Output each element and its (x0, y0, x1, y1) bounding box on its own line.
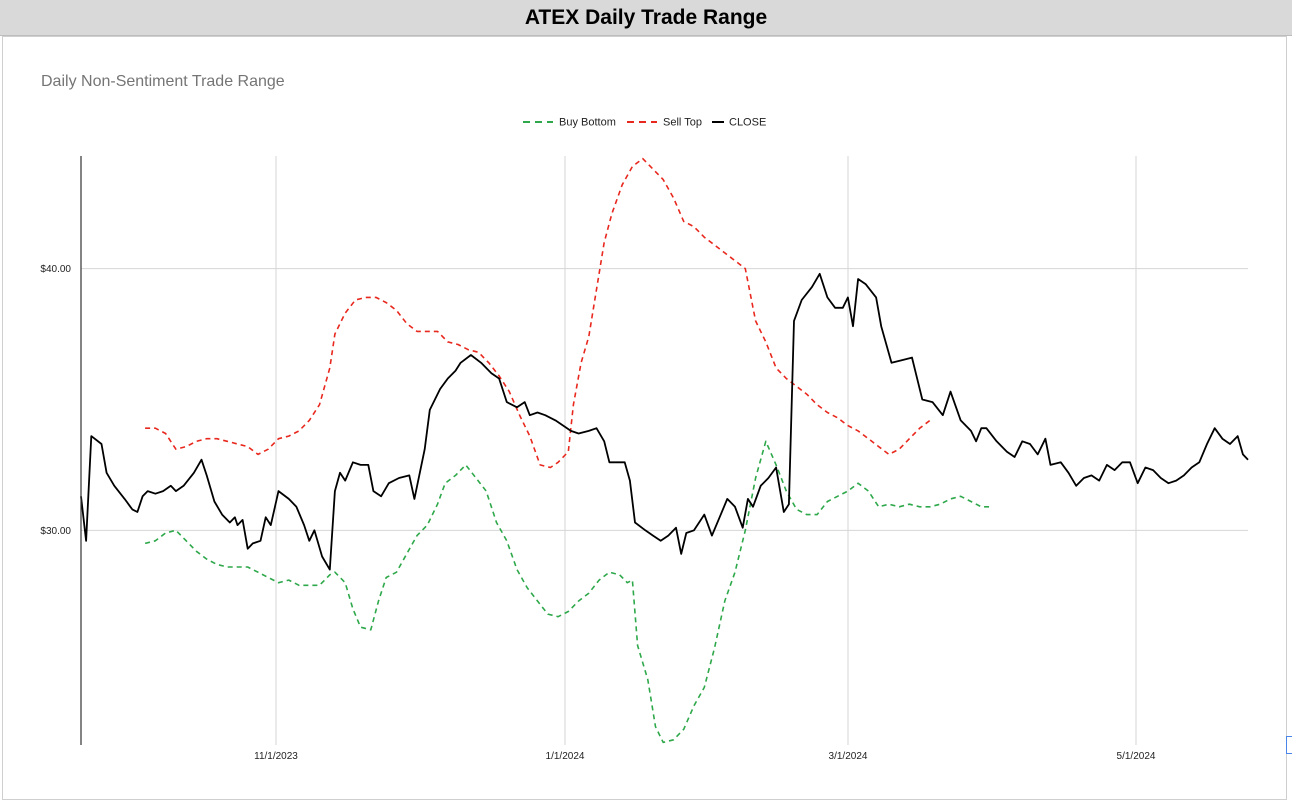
x-tick-label: 5/1/2024 (1117, 751, 1156, 762)
chart-frame (2, 36, 1287, 800)
window-title: ATEX Daily Trade Range (524, 5, 768, 29)
y-tick-label: $30.00 (40, 526, 71, 537)
series-line-sell-top (145, 157, 931, 469)
grid-lines: 11/1/2023 1/1/2024 3/1/2024 5/1/2024 $30.00 $… (40, 156, 1248, 762)
chart-title: Daily Non-Sentiment Trade Range (41, 73, 285, 90)
legend-label: Buy Bottom (559, 117, 616, 129)
legend-item: Sell Top (627, 117, 702, 129)
legend-item: CLOSE (712, 117, 766, 129)
legend-label: Sell Top (663, 117, 702, 129)
series-layer (80, 157, 1249, 744)
title-bar: ATEX Daily Trade Range (0, 0, 1292, 36)
cell-selection-edge (1286, 736, 1292, 754)
series-line-buy-bottom (144, 440, 992, 744)
legend-item: Buy Bottom (523, 117, 616, 129)
x-tick-label: 3/1/2024 (829, 751, 868, 762)
legend-label: CLOSE (729, 117, 766, 129)
y-tick-label: $40.00 (40, 264, 71, 275)
x-tick-label: 1/1/2024 (546, 751, 585, 762)
x-tick-label: 11/1/2023 (254, 751, 298, 762)
series-line-close (80, 272, 1249, 571)
legend: Buy Bottom Sell Top CLOSE (523, 117, 766, 129)
